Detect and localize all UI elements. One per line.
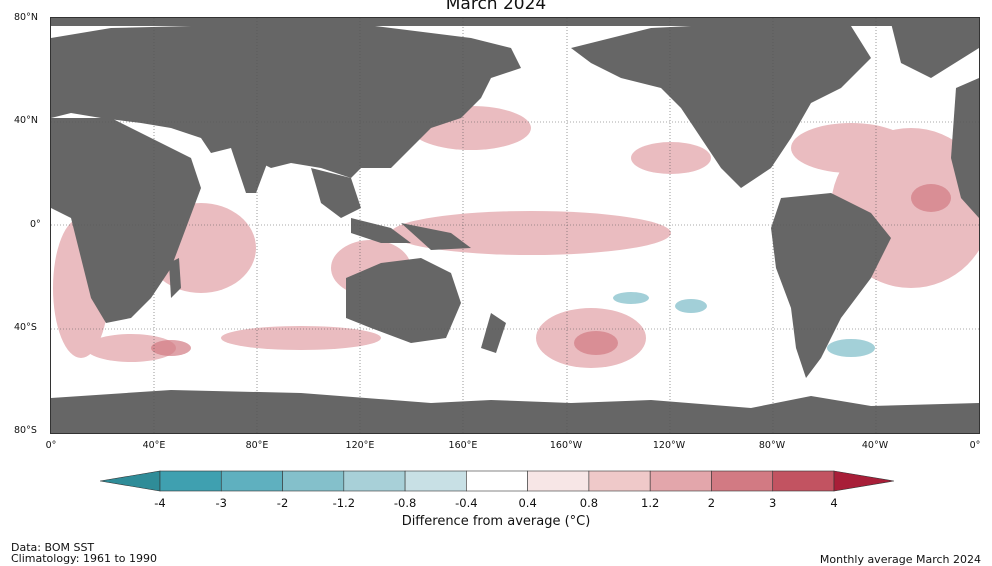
colorbar-segment <box>282 470 345 492</box>
lon-label: 80°E <box>245 440 269 451</box>
lon-label: 160°E <box>448 440 478 451</box>
colorbar-segment <box>466 470 528 492</box>
lon-label: 40°E <box>142 440 166 451</box>
sst-anomaly-map <box>50 17 980 434</box>
colorbar <box>100 470 894 492</box>
lat-label-equator: 0° <box>30 219 41 230</box>
colorbar-tick-label: 0.4 <box>518 496 537 510</box>
colorbar-segment <box>220 470 283 492</box>
lon-label: 120°W <box>652 440 686 451</box>
colorbar-tick-label: 1.2 <box>641 496 660 510</box>
lon-label: 80°W <box>758 440 786 451</box>
colorbar-tick-label: -2 <box>276 496 289 510</box>
colorbar-tick-label: 4 <box>830 496 838 510</box>
colorbar-segment <box>588 470 651 492</box>
colorbar-tick-label: 3 <box>769 496 777 510</box>
lat-label-80n: 80°N <box>14 12 38 23</box>
colorbar-tick-label: 2 <box>707 496 716 510</box>
colorbar-extend-high <box>833 470 894 492</box>
map-title: March 2024 <box>445 0 547 14</box>
data-source: Data: BOM SST Climatology: 1961 to 1990 <box>11 542 157 564</box>
colorbar-segment <box>711 470 774 492</box>
strong-warm-patches <box>151 184 951 356</box>
lat-label-40n: 40°N <box>14 115 38 126</box>
colorbar-segment <box>527 470 590 492</box>
colorbar-tick-label: -4 <box>154 496 166 510</box>
colorbar-segment <box>343 470 406 492</box>
lon-label: 40°W <box>861 440 889 451</box>
lon-label: 0° <box>45 440 57 451</box>
lon-label: 160°W <box>549 440 583 451</box>
lat-label-40s: 40°S <box>14 322 37 333</box>
data-source-text: Data: BOM SST <box>11 541 95 554</box>
land-masses <box>51 18 979 433</box>
colorbar-segment <box>404 470 467 492</box>
colorbar-label: Difference from average (°C) <box>401 514 591 529</box>
colorbar-tick-label: 0.8 <box>579 496 599 510</box>
lon-label: 120°E <box>345 440 375 451</box>
colorbar-segment <box>649 470 712 492</box>
colorbar-tick-label: -0.4 <box>455 496 478 510</box>
colorbar-segment <box>772 470 835 492</box>
colorbar-tick-label: -0.8 <box>393 496 417 510</box>
colorbar-segment <box>159 470 222 492</box>
graticule <box>51 18 979 433</box>
colorbar-tick-label: -1.2 <box>332 496 356 510</box>
climatology-text: Climatology: 1961 to 1990 <box>11 552 157 565</box>
colorbar-tick-label: -3 <box>215 496 227 510</box>
colorbar-extend-low <box>100 470 161 492</box>
lat-label-80s: 80°S <box>14 425 37 436</box>
lon-label: 0° <box>969 440 981 451</box>
product-label: Monthly average March 2024 <box>819 553 981 566</box>
